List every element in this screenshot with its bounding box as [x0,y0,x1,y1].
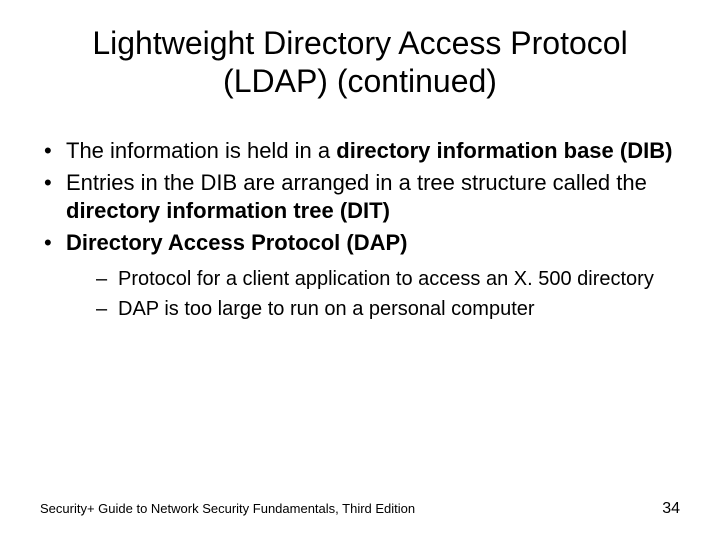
title-line-1: Lightweight Directory Access Protocol [92,25,627,61]
sub-bullet-list: Protocol for a client application to acc… [66,267,680,322]
bullet-2-bold: directory information tree (DIT) [66,198,390,223]
footer-text: Security+ Guide to Network Security Fund… [40,501,415,516]
bullet-1: The information is held in a directory i… [40,137,680,165]
bullet-1-bold: directory information base (DIB) [336,138,672,163]
bullet-2-text: Entries in the DIB are arranged in a tre… [66,170,647,195]
sub-bullet-1-text: Protocol for a client application to acc… [118,268,654,290]
slide-title: Lightweight Directory Access Protocol (L… [40,24,680,101]
bullet-2: Entries in the DIB are arranged in a tre… [40,169,680,225]
bullet-3-bold: Directory Access Protocol (DAP) [66,230,408,255]
bullet-1-text: The information is held in a [66,138,336,163]
footer: Security+ Guide to Network Security Fund… [40,500,680,518]
slide-body: The information is held in a directory i… [40,137,680,323]
page-number: 34 [662,500,680,518]
sub-bullet-2-text: DAP is too large to run on a personal co… [118,298,535,320]
sub-bullet-1: Protocol for a client application to acc… [96,267,680,293]
sub-bullet-2: DAP is too large to run on a personal co… [96,297,680,323]
bullet-list: The information is held in a directory i… [40,137,680,323]
bullet-3: Directory Access Protocol (DAP) Protocol… [40,229,680,322]
slide: Lightweight Directory Access Protocol (L… [0,0,720,540]
title-line-2: (LDAP) (continued) [223,63,497,99]
